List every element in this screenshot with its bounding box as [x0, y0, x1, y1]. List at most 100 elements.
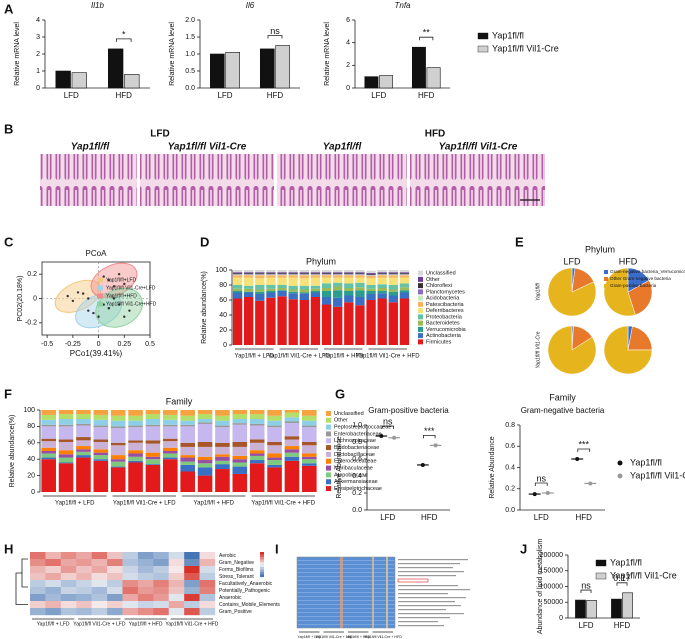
legend-label: Actinobacteria	[426, 333, 462, 339]
bar-segment	[388, 277, 398, 285]
mean-dot	[433, 443, 438, 448]
heatmap-cell	[122, 566, 139, 574]
heatmap-cell	[122, 601, 139, 609]
bar-segment	[399, 273, 410, 274]
panel-label: D	[200, 234, 209, 249]
bar-segment	[41, 441, 56, 448]
bar-segment	[399, 290, 410, 293]
heatmap-cell	[184, 608, 200, 616]
bar-segment	[321, 273, 332, 275]
panel-label: J	[520, 541, 527, 556]
pie-slice	[547, 267, 597, 317]
legend-swatch	[418, 289, 423, 295]
bar-segment	[388, 295, 398, 303]
bar-segment	[255, 285, 265, 290]
heatmap-cell	[60, 580, 77, 588]
x-tick-label: 0	[97, 341, 101, 348]
group-label: Yap1fl/fl + LFD	[235, 354, 275, 360]
heatmap-cell	[168, 608, 185, 616]
bar-segment	[110, 420, 126, 427]
bar-segment	[284, 446, 300, 450]
bar-segment	[128, 462, 143, 492]
bar-segment	[388, 270, 398, 273]
bar-segment	[76, 449, 91, 452]
heatmap-cell	[45, 573, 62, 581]
bar-segment	[249, 423, 265, 426]
bar-segment	[366, 273, 376, 274]
bar-segment	[128, 460, 143, 463]
point	[66, 294, 69, 298]
legend-swatch	[326, 479, 331, 485]
heatmap-cell	[184, 580, 200, 588]
bar-segment	[163, 451, 178, 454]
mean-dot	[575, 457, 580, 461]
heatmap-cell	[153, 580, 169, 588]
bar-segment	[128, 415, 143, 421]
x-tick-label: LFD	[371, 91, 386, 100]
bar-segment	[249, 442, 265, 451]
heatmap-cell	[107, 580, 123, 588]
legend-swatch	[326, 486, 331, 492]
legend-label: Yap1fl/fl	[630, 457, 662, 467]
y-tick-label: 0.2	[505, 486, 515, 493]
bar-segment	[215, 410, 230, 416]
heatmap-cell	[137, 608, 154, 616]
bar-segment	[366, 300, 376, 345]
bar-segment	[344, 291, 354, 296]
bar-segment	[180, 461, 195, 465]
group-label: Yap1fl/fl Vil1-Cre + LFD	[267, 354, 330, 360]
bar-segment	[58, 450, 74, 455]
legend-label: Other	[334, 418, 348, 424]
heatmap-cell	[76, 587, 92, 595]
bar-segment	[377, 273, 387, 274]
legend-label: Yap1fl/fl	[610, 557, 642, 567]
bar-segment	[366, 275, 376, 276]
x-tick-label: LFD	[380, 513, 395, 522]
point	[81, 292, 85, 295]
bar-segment	[302, 427, 317, 442]
bar-segment	[215, 464, 230, 470]
bar-segment	[302, 410, 317, 416]
legend-label: Lactobacillaceae	[334, 452, 375, 458]
bar-segment	[333, 273, 343, 275]
bar-segment	[366, 288, 376, 291]
bar	[275, 45, 291, 89]
bar-segment	[355, 287, 365, 291]
y-tick-label: 0.6	[505, 443, 515, 450]
bar-segment	[232, 462, 248, 467]
bar-segment	[128, 456, 143, 461]
bar-segment	[232, 273, 243, 274]
bar-segment	[284, 452, 300, 457]
chart-title: Gram-positive bacteria	[368, 406, 449, 415]
heatmap-cell	[76, 594, 92, 602]
bar-segment	[288, 299, 298, 345]
bar-segment	[399, 298, 410, 345]
heatmap-cell	[60, 573, 77, 581]
point	[112, 297, 116, 300]
heatmap-cell	[107, 552, 123, 560]
heatmap-cell	[91, 601, 108, 609]
bar-segment	[110, 428, 126, 443]
row-label: Gram_Negative	[219, 560, 254, 566]
bar-segment	[299, 274, 309, 276]
bar-segment	[366, 276, 376, 279]
legend-swatch	[595, 559, 607, 567]
bar	[575, 599, 586, 619]
heatmap-cell	[137, 601, 154, 609]
heatmap-cell	[45, 601, 62, 609]
bar-segment	[321, 270, 332, 273]
bar-segment	[76, 455, 91, 458]
y-tick-label: 0.2	[352, 490, 362, 497]
bar-segment	[277, 291, 287, 297]
row-label: Aerobic	[219, 553, 236, 559]
bar-segment	[299, 292, 309, 294]
heatmap-stripe	[372, 557, 374, 628]
histology-image	[410, 154, 545, 206]
bar-segment	[377, 288, 387, 291]
bar-segment	[355, 290, 365, 297]
point	[128, 309, 131, 312]
bar-segment	[163, 459, 178, 492]
bar-segment	[266, 297, 276, 345]
point	[76, 291, 80, 294]
legend-label: Bifidobacteriaceae	[334, 445, 379, 451]
